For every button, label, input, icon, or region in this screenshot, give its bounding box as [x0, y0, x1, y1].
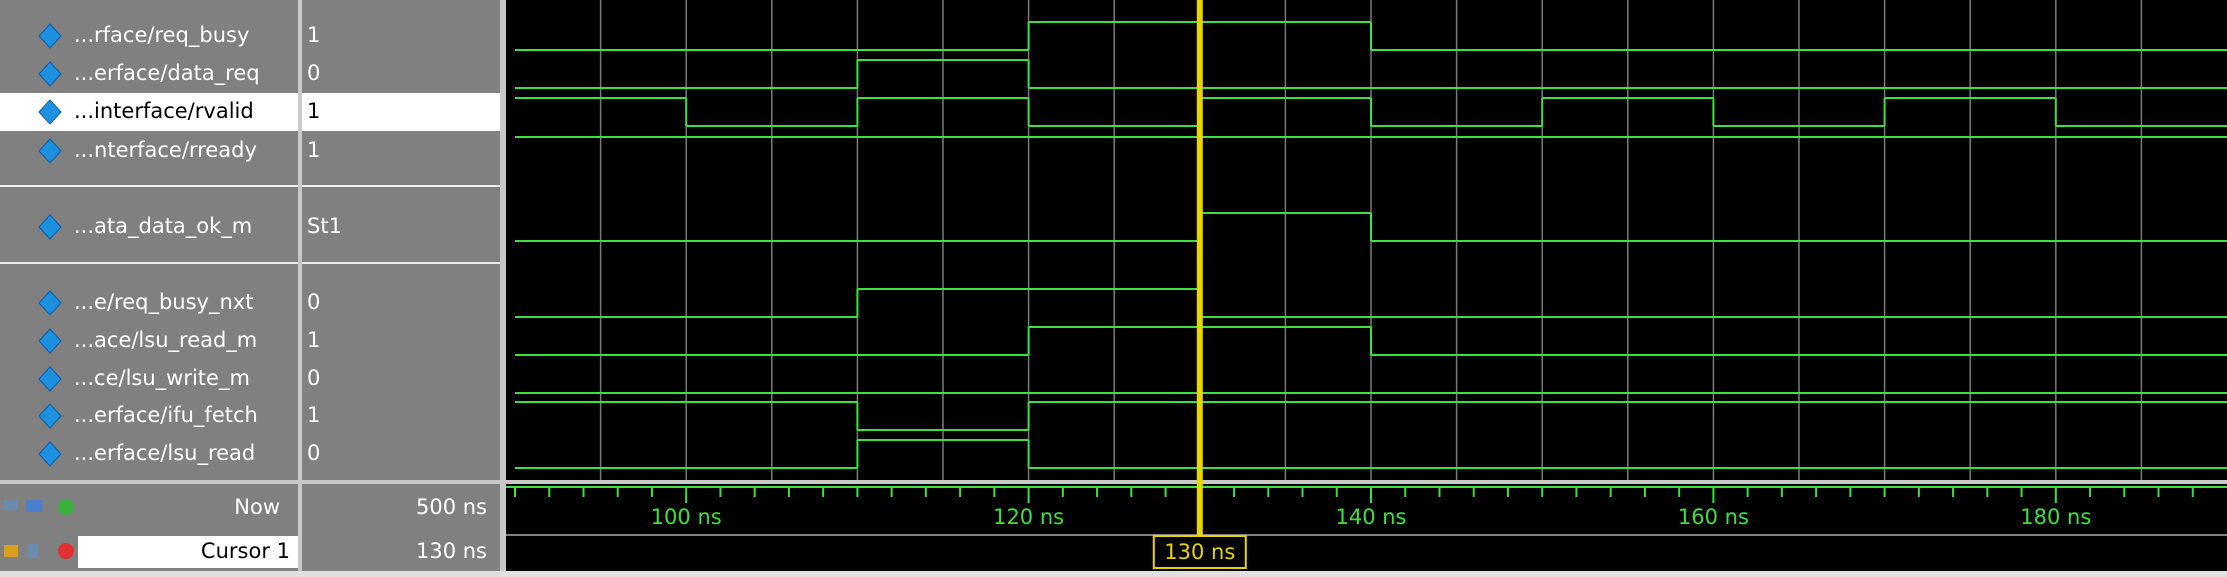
signal-name[interactable]: ...ce/lsu_write_m [74, 366, 250, 391]
cursor-line[interactable] [1196, 0, 1203, 536]
signal-name[interactable]: ...e/req_busy_nxt [74, 290, 253, 315]
cursor-bar [506, 536, 2227, 571]
signal-icon [38, 441, 62, 467]
signal-value: 0 [307, 61, 320, 85]
signal-name[interactable]: ...ace/lsu_read_m [74, 328, 257, 353]
cursor-name[interactable]: Cursor 1 [201, 539, 290, 563]
signal-name[interactable]: ...interface/rvalid [74, 99, 254, 123]
cursor-name-box[interactable] [78, 536, 298, 568]
signal-name[interactable]: ...nterface/rready [74, 138, 257, 162]
wave-divider [506, 480, 2227, 484]
signal-name[interactable]: ...ata_data_ok_m [74, 214, 252, 239]
now-value: 500 ns [416, 495, 487, 519]
bottom-edge [0, 571, 2227, 577]
icon[interactable] [26, 500, 42, 512]
selected-row [302, 93, 500, 131]
panel-divider [298, 0, 302, 577]
icon[interactable] [58, 499, 74, 515]
signal-icon [38, 138, 62, 164]
time-tick-label: 120 ns [993, 505, 1064, 529]
signal-value: 1 [307, 99, 320, 123]
signal-icon [38, 290, 62, 316]
toolbar-icons [4, 499, 74, 559]
signal-value: St1 [307, 214, 342, 238]
now-label: Now [234, 495, 280, 519]
time-tick-label: 140 ns [1335, 505, 1406, 529]
signal-value: 1 [307, 403, 320, 427]
panel-divider [500, 0, 506, 577]
cursor-box [1152, 535, 1247, 569]
signal-name[interactable]: ...erface/data_req [74, 61, 260, 86]
signal-icon [38, 403, 62, 429]
time-tick-label: 160 ns [1678, 505, 1749, 529]
signal-value: 0 [307, 366, 320, 390]
signal-icon [38, 61, 62, 87]
icon[interactable] [4, 500, 18, 510]
signal-value: 1 [307, 328, 320, 352]
signal-value: 0 [307, 290, 320, 314]
cursor-time-label: 130 ns [1164, 540, 1235, 564]
signal-icon [38, 99, 62, 125]
signal-value: 1 [307, 138, 320, 162]
signal-name[interactable]: ...erface/lsu_read [74, 441, 255, 466]
signal-value: 0 [307, 441, 320, 465]
signal-icon [38, 214, 62, 240]
signal-value: 1 [307, 23, 320, 47]
time-tick-label: 180 ns [2020, 505, 2091, 529]
signal-icon [38, 23, 62, 49]
axis-divider [506, 534, 2227, 536]
icon[interactable] [58, 543, 74, 559]
icon[interactable] [4, 545, 18, 557]
signal-icon [38, 366, 62, 392]
time-tick-label: 100 ns [651, 505, 722, 529]
signal-icon [38, 328, 62, 354]
signal-name[interactable]: ...rface/req_busy [74, 23, 249, 48]
list-divider [0, 480, 500, 484]
cursor-value: 130 ns [416, 539, 487, 563]
time-axis [506, 484, 2227, 534]
icon[interactable] [28, 544, 38, 558]
signal-name[interactable]: ...erface/ifu_fetch [74, 403, 258, 428]
